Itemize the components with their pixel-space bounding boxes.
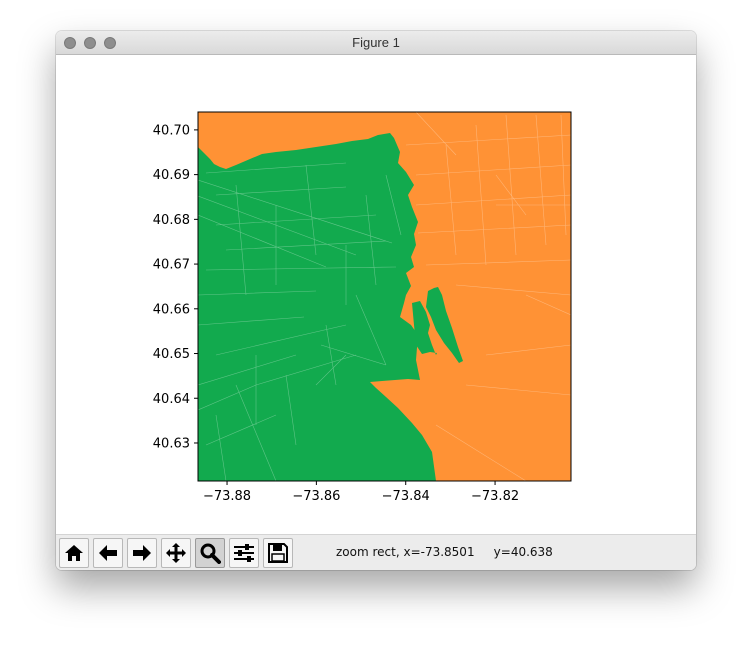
- home-icon: [65, 545, 83, 561]
- home-button[interactable]: [59, 538, 89, 568]
- save-button[interactable]: [263, 538, 293, 568]
- forward-button[interactable]: [127, 538, 157, 568]
- y-tick-label: 40.66: [153, 302, 190, 317]
- sliders-icon: [234, 544, 254, 562]
- map-plot[interactable]: −73.88 −73.86 −73.84 −73.82 40.63 40.64 40.65…: [56, 55, 696, 534]
- y-tick-label: 40.64: [153, 392, 190, 407]
- move-icon: [166, 543, 186, 563]
- x-tick-label: −73.86: [292, 489, 340, 504]
- green-region: [198, 133, 436, 481]
- arrow-left-icon: [99, 545, 117, 561]
- arrow-right-icon: [133, 545, 151, 561]
- window-title: Figure 1: [352, 35, 400, 50]
- y-tick-label: 40.65: [153, 347, 190, 362]
- y-tick-label: 40.69: [153, 168, 190, 183]
- y-tick-label: 40.67: [153, 258, 190, 273]
- close-window-button[interactable]: [64, 37, 76, 49]
- magnifier-icon: [200, 543, 221, 564]
- floppy-disk-icon: [268, 543, 288, 563]
- x-tick-label: −73.88: [203, 489, 251, 504]
- x-axis: −73.88 −73.86 −73.84 −73.82: [203, 481, 519, 504]
- y-tick-label: 40.68: [153, 213, 190, 228]
- y-tick-label: 40.63: [153, 436, 190, 451]
- navigation-toolbar: zoom rect, x=-73.8501 y=40.638: [56, 534, 696, 570]
- subplots-button[interactable]: [229, 538, 259, 568]
- zoom-window-button[interactable]: [104, 37, 116, 49]
- y-axis: 40.63 40.64 40.65 40.66 40.67 40.68 40.69 40.70: [153, 123, 198, 451]
- cursor-status: zoom rect, x=-73.8501 y=40.638: [336, 545, 553, 559]
- green-strip: [412, 301, 437, 355]
- axes-frame: [197, 111, 572, 482]
- x-tick-label: −73.84: [382, 489, 430, 504]
- minimize-window-button[interactable]: [84, 37, 96, 49]
- census-tract-lines: [198, 112, 571, 481]
- figure-canvas[interactable]: −73.88 −73.86 −73.84 −73.82 40.63 40.64 40.65…: [56, 55, 696, 534]
- status-y: y=40.638: [493, 545, 553, 559]
- status-x: zoom rect, x=-73.8501: [336, 545, 475, 559]
- y-tick-label: 40.70: [153, 123, 190, 138]
- pan-button[interactable]: [161, 538, 191, 568]
- figure-window: Figure 1 −73.88 −73.86 −73.84 −73.82 40.63 4…: [56, 31, 696, 570]
- x-tick-label: −73.82: [471, 489, 519, 504]
- title-bar[interactable]: Figure 1: [56, 31, 696, 55]
- zoom-button[interactable]: [195, 538, 225, 568]
- green-island: [426, 287, 463, 363]
- back-button[interactable]: [93, 538, 123, 568]
